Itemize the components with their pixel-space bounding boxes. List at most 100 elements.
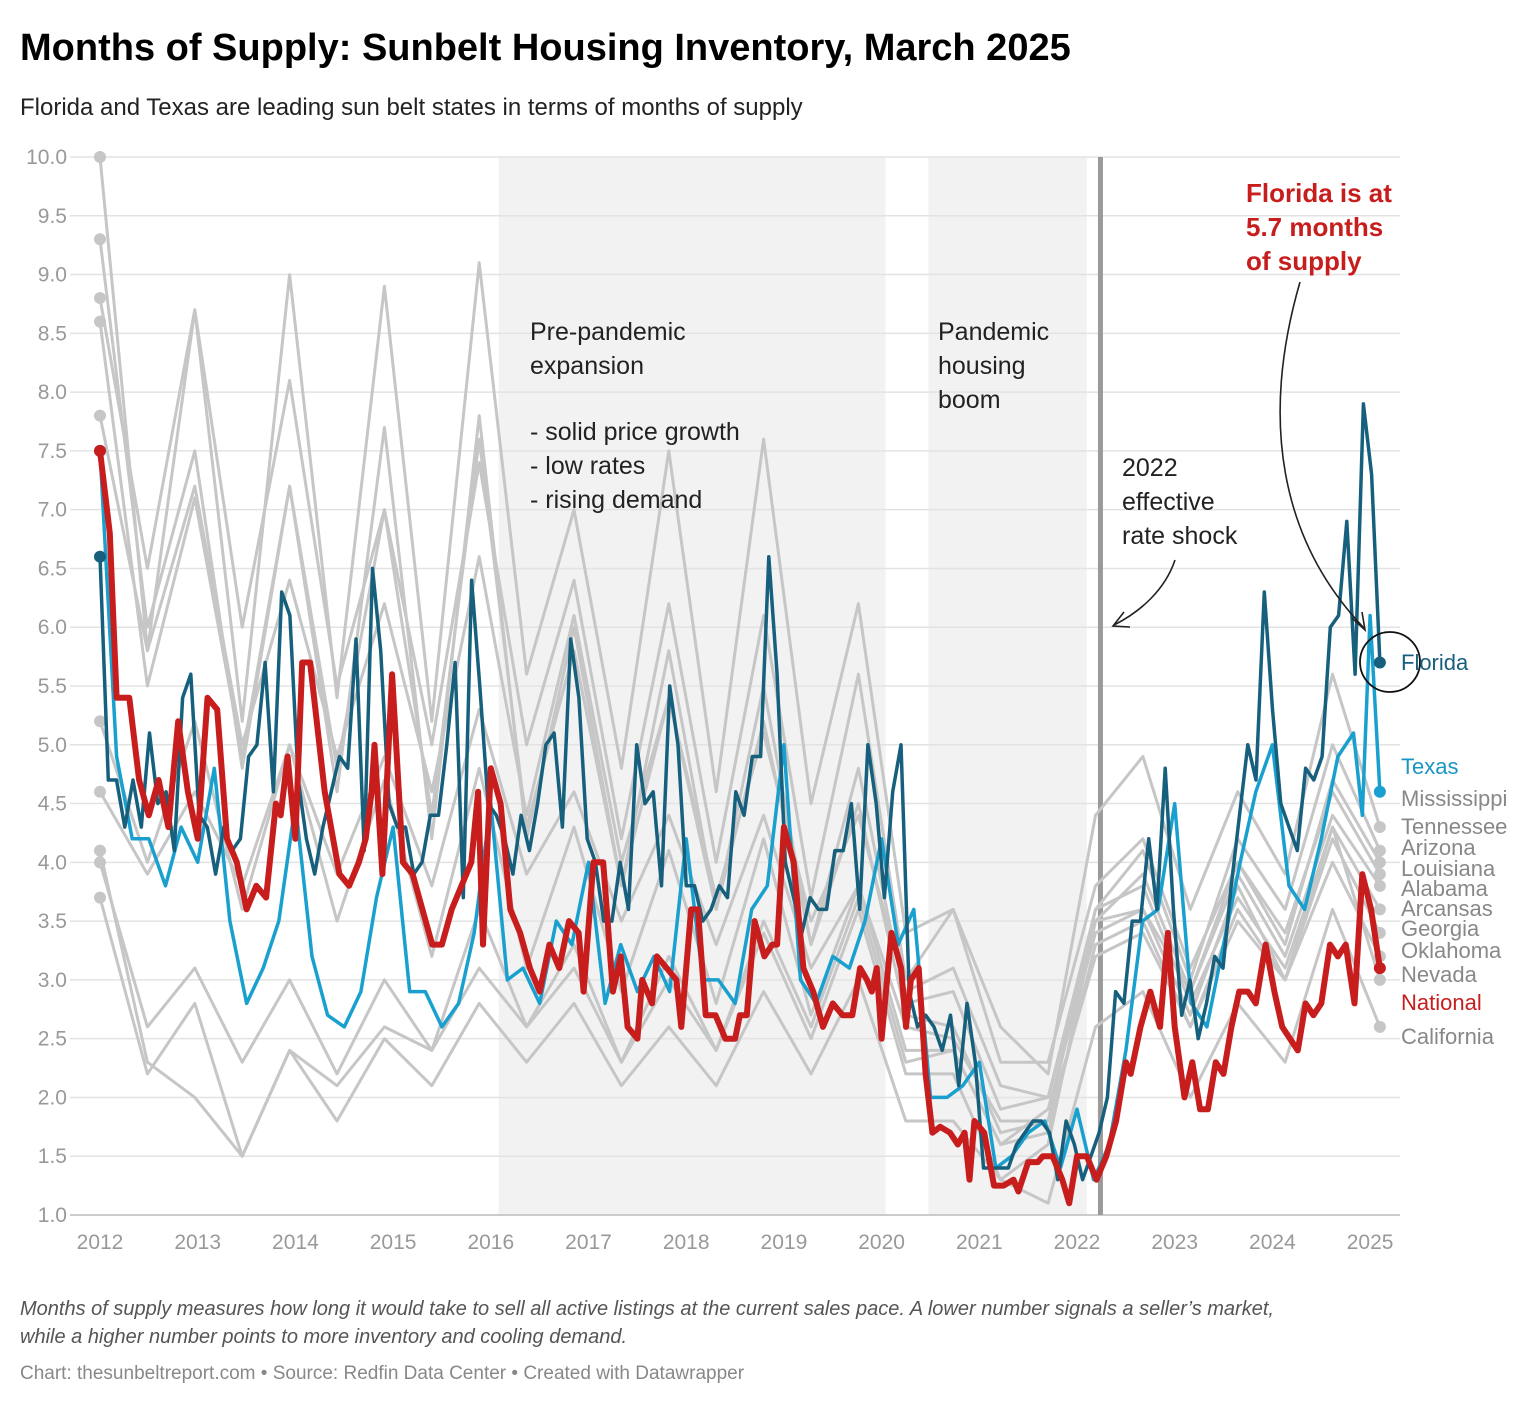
y-tick-label: 10.0: [26, 146, 67, 169]
series-line-florida: [98, 402, 1382, 1182]
y-tick-label: 1.0: [38, 1204, 67, 1227]
end-point-florida: [1373, 656, 1386, 669]
annotation-line: - rising demand: [530, 486, 702, 514]
x-tick-label: 2015: [370, 1231, 417, 1254]
y-tick-label: 9.0: [38, 264, 67, 287]
annotation-line: Florida is at: [1246, 178, 1392, 208]
y-tick-label: 2.5: [38, 1028, 67, 1051]
x-tick-label: 2018: [663, 1231, 710, 1254]
arrowhead-icon: [1351, 611, 1367, 633]
label-mississippi: Mississippi: [1401, 786, 1507, 811]
x-tick-label: 2023: [1151, 1231, 1198, 1254]
end-point-national: [1373, 962, 1386, 975]
annotation-line: housing: [938, 352, 1026, 380]
y-tick-label: 4.5: [38, 793, 67, 816]
annotation-line: Pre-pandemic: [530, 318, 686, 346]
start-point-mississippi: [94, 151, 106, 163]
x-axis-ticks: 2012 2013 2014 2015 2016 2017 2018 2019 2020 2021…: [77, 1231, 1394, 1254]
label-arizona: Arizona: [1401, 835, 1476, 860]
label-national: National: [1401, 990, 1482, 1015]
annotation-line: - low rates: [530, 452, 645, 480]
start-point-california: [94, 891, 106, 904]
annotation-pandemic: Pandemic housing boom: [938, 318, 1049, 414]
y-tick-label: 2.0: [38, 1086, 67, 1109]
x-tick-label: 2014: [272, 1231, 319, 1254]
annotation-line: rate shock: [1122, 522, 1238, 550]
annotation-line: expansion: [530, 352, 644, 380]
label-texas: Texas: [1401, 754, 1458, 779]
footer-note: while a higher number points to more inv…: [20, 1326, 627, 1348]
annotation-rate-shock: 2022 effective rate shock: [1111, 454, 1238, 628]
annotation-line: of supply: [1246, 246, 1362, 276]
y-tick-label: 1.5: [38, 1145, 67, 1168]
annotation-line: 2022: [1122, 454, 1178, 482]
y-tick-label: 7.0: [38, 499, 67, 522]
label-oklahoma: Oklahoma: [1401, 938, 1502, 963]
end-point-arcansas: [1373, 903, 1386, 916]
series-line-texas: [98, 450, 1382, 1182]
rate-shock-arrow: [1113, 559, 1176, 626]
arrowhead-icon: [1111, 611, 1131, 628]
end-point-tennessee: [1373, 844, 1386, 857]
x-tick-label: 2022: [1054, 1231, 1101, 1254]
label-tennessee: Tennessee: [1401, 814, 1507, 839]
x-tick-label: 2019: [761, 1231, 808, 1254]
end-point-nevada: [1373, 973, 1386, 986]
chart-title: Months of Supply: Sunbelt Housing Invent…: [20, 27, 1071, 69]
start-point-arcansas: [94, 409, 106, 422]
label-nevada: Nevada: [1401, 962, 1478, 987]
y-tick-label: 8.0: [38, 381, 67, 404]
start-point-national: [94, 444, 106, 457]
footer-credit: Chart: thesunbeltreport.com • Source: Re…: [20, 1363, 745, 1384]
y-tick-label: 7.5: [38, 440, 67, 463]
annotation-line: Pandemic: [938, 318, 1049, 346]
annotation-line: - solid price growth: [530, 418, 740, 446]
y-tick-label: 5.5: [38, 675, 67, 698]
annotation-line: 5.7 months: [1246, 212, 1383, 242]
x-tick-label: 2021: [956, 1231, 1003, 1254]
y-tick-label: 6.5: [38, 557, 67, 580]
chart-subtitle: Florida and Texas are leading sun belt s…: [20, 94, 803, 121]
label-florida: Florida: [1401, 650, 1469, 675]
label-arcansas: Arcansas: [1401, 896, 1493, 921]
annotation-line: effective: [1122, 488, 1215, 516]
annotation-pre-pandemic: Pre-pandemic expansion - solid price gro…: [530, 318, 740, 514]
start-point-louisiana: [94, 292, 106, 305]
start-point-tennessee: [94, 233, 106, 246]
end-point-louisiana: [1373, 868, 1386, 881]
y-tick-label: 9.5: [38, 205, 67, 228]
footer-note: Months of supply measures how long it wo…: [20, 1298, 1274, 1320]
end-point-arizona: [1373, 856, 1386, 869]
y-tick-label: 3.5: [38, 910, 67, 933]
series-end-labels: Florida Texas Mississippi Tennessee Ariz…: [1401, 650, 1507, 1049]
label-georgia: Georgia: [1401, 916, 1480, 941]
start-point-oklahoma: [94, 785, 106, 798]
x-tick-label: 2017: [565, 1231, 612, 1254]
y-tick-label: 5.0: [38, 734, 67, 757]
florida-callout-arrow: [1279, 281, 1365, 629]
start-point-georgia: [94, 715, 106, 728]
label-alabama: Alabama: [1401, 876, 1489, 901]
x-tick-label: 2024: [1249, 1231, 1296, 1254]
series-line-louisiana: [98, 297, 1382, 1064]
label-louisiana: Louisiana: [1401, 856, 1496, 881]
x-tick-label: 2020: [858, 1231, 905, 1254]
y-tick-label: 6.0: [38, 616, 67, 639]
y-tick-label: 8.5: [38, 322, 67, 345]
y-axis-ticks: 1.0 1.5 2.0 2.5 3.0 3.5 4.0 4.5 5.0 5.5 6.0 6.5 7.0 7…: [26, 146, 67, 1227]
series-line-california: [98, 897, 1382, 1205]
annotation-line: boom: [938, 386, 1001, 414]
end-point-mississippi: [1373, 821, 1386, 834]
start-point-nevada: [94, 844, 106, 857]
end-point-alabama: [1373, 879, 1386, 892]
annotation-florida-callout: Florida is at 5.7 months of supply: [1246, 178, 1421, 693]
series-line-mississippi: [98, 156, 1382, 1076]
series-lines: [94, 151, 1386, 1207]
florida-highlight-circle: [1359, 631, 1421, 693]
label-california: California: [1401, 1024, 1495, 1049]
start-point-alabama: [94, 315, 106, 328]
series-line-national: [97, 450, 1383, 1207]
start-point-florida: [94, 550, 106, 563]
end-point-texas: [1373, 785, 1386, 798]
